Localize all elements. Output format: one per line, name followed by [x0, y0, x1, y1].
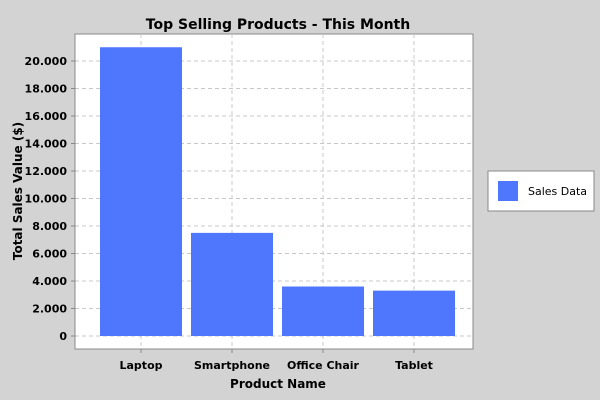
x-axis-ticks: Laptop Smartphone Office Chair Tablet — [120, 349, 433, 372]
y-axis-ticks: 0 2.000 4.000 6.000 8.000 10.000 12.000 14.000 1… — [25, 55, 75, 343]
y-tick-label: 8.000 — [32, 220, 67, 233]
bar-smartphone — [191, 232, 273, 336]
bar-laptop — [100, 47, 182, 336]
y-tick-label: 0 — [59, 330, 67, 343]
y-tick-label: 4.000 — [32, 275, 67, 288]
y-tick-label: 12.000 — [25, 165, 68, 178]
legend: Sales Data — [487, 170, 595, 212]
y-tick-label: 14.000 — [25, 138, 68, 151]
y-axis-label: Total Sales Value ($) — [11, 122, 25, 260]
bar-office-chair — [282, 286, 364, 336]
y-tick-label: 18.000 — [25, 83, 68, 96]
x-tick-label: Tablet — [395, 359, 433, 372]
y-tick-label: 2.000 — [32, 303, 67, 316]
y-tick-label: 16.000 — [25, 110, 68, 123]
y-tick-label: 6.000 — [32, 248, 67, 261]
legend-label: Sales Data — [528, 185, 587, 198]
bars — [100, 47, 455, 336]
x-tick-label: Laptop — [120, 359, 163, 372]
x-tick-label: Office Chair — [287, 359, 360, 372]
legend-swatch — [498, 181, 518, 201]
x-tick-label: Smartphone — [194, 359, 270, 372]
x-axis-label: Product Name — [230, 377, 326, 391]
chart-title: Top Selling Products - This Month — [146, 17, 410, 33]
y-tick-label: 20.000 — [25, 55, 68, 68]
bar-tablet — [373, 290, 455, 336]
y-tick-label: 10.000 — [25, 193, 68, 206]
